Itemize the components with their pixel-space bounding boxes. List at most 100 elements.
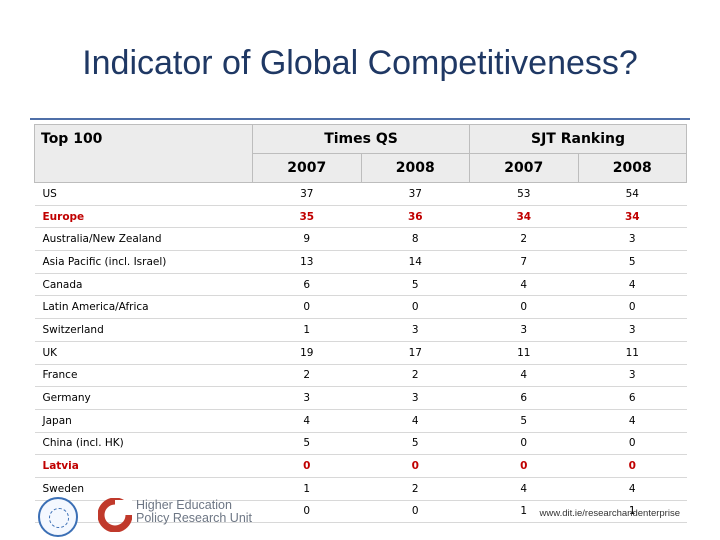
cell-value: 37 xyxy=(252,182,361,206)
cell-value: 4 xyxy=(578,477,687,501)
cell-value: 2 xyxy=(361,364,470,388)
cell-value: 3 xyxy=(361,318,470,342)
cell-value: 6 xyxy=(469,386,578,410)
table-row: France 2 2 4 3 xyxy=(34,364,687,388)
cell-value: 5 xyxy=(252,432,361,456)
cell-value: 0 xyxy=(469,454,578,478)
row-label: China (incl. HK) xyxy=(34,432,253,456)
hepru-text-line1: Higher Education xyxy=(136,498,232,512)
cell-value: 0 xyxy=(578,454,687,478)
cell-value: 13 xyxy=(252,250,361,274)
header-year: 2007 xyxy=(469,153,579,183)
row-label: Japan xyxy=(34,409,253,433)
table-row: US 37 37 53 54 xyxy=(34,182,687,206)
cell-value: 3 xyxy=(469,318,578,342)
dit-seal-icon xyxy=(38,497,78,537)
cell-value: 0 xyxy=(361,500,470,524)
cell-value: 4 xyxy=(578,409,687,433)
hepru-logo-text: Higher Education Policy Research Unit xyxy=(136,499,252,525)
table-row: UK 19 17 11 11 xyxy=(34,341,687,365)
row-label: Latin America/Africa xyxy=(34,295,253,320)
table-row: Latin America/Africa 0 0 0 0 xyxy=(34,295,687,320)
hepru-logo-icon xyxy=(98,498,132,532)
cell-value: 5 xyxy=(469,409,578,433)
row-label: Europe xyxy=(34,205,253,229)
table-header-row-groups: Top 100 Times QS SJT Ranking xyxy=(34,124,688,183)
row-label: Asia Pacific (incl. Israel) xyxy=(34,250,253,274)
table-row: Switzerland 1 3 3 3 xyxy=(34,318,687,342)
cell-value: 19 xyxy=(252,341,361,365)
cell-value: 34 xyxy=(469,205,578,229)
row-label: France xyxy=(34,364,253,388)
header-group-sjt-ranking: SJT Ranking xyxy=(468,124,688,154)
table-row: Europe 35 36 34 34 xyxy=(34,205,687,229)
row-label: Germany xyxy=(34,386,253,410)
cell-value: 0 xyxy=(578,432,687,456)
cell-value: 2 xyxy=(361,477,470,501)
row-label: Australia/New Zealand xyxy=(34,227,253,252)
cell-value: 8 xyxy=(361,227,470,252)
slide-footer: Higher Education Policy Research Unit ww… xyxy=(0,494,720,540)
cell-value: 4 xyxy=(469,477,578,501)
ranking-table: Top 100 Times QS SJT Ranking 2007 2008 2… xyxy=(34,124,688,524)
table-row: Latvia 0 0 0 0 xyxy=(34,454,687,478)
cell-value: 17 xyxy=(361,341,470,365)
row-label: UK xyxy=(34,341,253,365)
cell-value: 53 xyxy=(469,182,578,206)
cell-value: 3 xyxy=(252,386,361,410)
cell-value: 0 xyxy=(252,295,361,320)
cell-value: 3 xyxy=(578,318,687,342)
header-group-times-qs: Times QS xyxy=(252,124,470,154)
cell-value: 2 xyxy=(469,227,578,252)
header-label-top100: Top 100 xyxy=(34,124,253,183)
row-label: Canada xyxy=(34,273,253,297)
title-divider xyxy=(30,118,690,120)
cell-value: 4 xyxy=(469,273,578,297)
table-body: US 37 37 53 54 Europe 35 36 34 34 Austra… xyxy=(34,182,687,524)
cell-value: 6 xyxy=(252,273,361,297)
cell-value: 1 xyxy=(252,318,361,342)
cell-value: 4 xyxy=(578,273,687,297)
cell-value: 3 xyxy=(361,386,470,410)
table-row: Russia 0 0 1 1 xyxy=(34,500,687,524)
cell-value: 4 xyxy=(469,364,578,388)
cell-value: 54 xyxy=(578,182,687,206)
table-row: Japan 4 4 5 4 xyxy=(34,409,687,433)
cell-value: 2 xyxy=(252,364,361,388)
header-year: 2008 xyxy=(577,153,688,183)
cell-value: 0 xyxy=(469,432,578,456)
cell-value: 5 xyxy=(578,250,687,274)
cell-value: 5 xyxy=(361,432,470,456)
cell-value: 11 xyxy=(578,341,687,365)
slide-title: Indicator of Global Competitiveness? xyxy=(82,44,638,82)
header-year: 2007 xyxy=(252,153,362,183)
cell-value: 5 xyxy=(361,273,470,297)
cell-value: 4 xyxy=(252,409,361,433)
row-label: Switzerland xyxy=(34,318,253,342)
table-row: Sweden 1 2 4 4 xyxy=(34,477,687,501)
cell-value: 0 xyxy=(252,454,361,478)
cell-value: 0 xyxy=(578,295,687,320)
cell-value: 35 xyxy=(252,205,361,229)
cell-value: 11 xyxy=(469,341,578,365)
cell-value: 1 xyxy=(578,500,687,524)
cell-value: 3 xyxy=(578,227,687,252)
table-header-row-years: 2007 2008 2007 2008 xyxy=(35,153,688,183)
cell-value: 7 xyxy=(469,250,578,274)
cell-value: 36 xyxy=(361,205,470,229)
cell-value: 14 xyxy=(361,250,470,274)
cell-value: 0 xyxy=(361,295,470,320)
cell-value: 4 xyxy=(361,409,470,433)
header-year: 2008 xyxy=(360,153,470,183)
cell-value: 34 xyxy=(578,205,687,229)
table-row: Germany 3 3 6 6 xyxy=(34,386,687,410)
ranking-table-container: Top 100 Times QS SJT Ranking 2007 2008 2… xyxy=(34,124,688,524)
cell-value: 0 xyxy=(469,295,578,320)
cell-value: 3 xyxy=(578,364,687,388)
table-row: China (incl. HK) 5 5 0 0 xyxy=(34,432,687,456)
cell-value: 9 xyxy=(252,227,361,252)
footer-url: www.dit.ie/researchandenterprise xyxy=(539,508,680,519)
table-row: Canada 6 5 4 4 xyxy=(34,273,687,297)
hepru-text-line2: Policy Research Unit xyxy=(136,511,253,525)
cell-value: 1 xyxy=(252,477,361,501)
